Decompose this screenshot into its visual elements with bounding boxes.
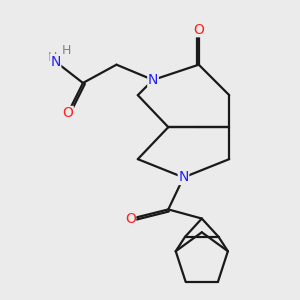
Text: H: H	[48, 51, 57, 64]
Text: N: N	[50, 55, 61, 69]
Text: O: O	[125, 212, 136, 226]
Text: N: N	[178, 170, 189, 184]
Text: O: O	[62, 106, 73, 120]
Text: H: H	[61, 44, 71, 58]
Text: O: O	[193, 22, 204, 37]
Text: N: N	[148, 73, 158, 87]
